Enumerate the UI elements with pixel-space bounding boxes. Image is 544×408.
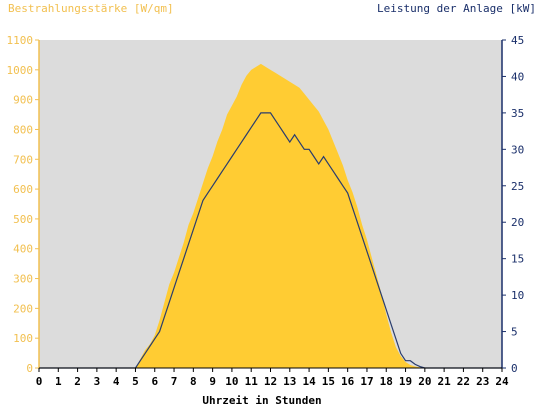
x-tick-label: 10 [225, 375, 238, 388]
y-left-tick-label: 1100 [7, 34, 34, 47]
y-left-tick-label: 0 [26, 362, 33, 375]
y-left-tick-label: 900 [13, 94, 33, 107]
y-left-tick-label: 800 [13, 123, 33, 136]
y-left-tick-label: 600 [13, 183, 33, 196]
x-tick-label: 18 [380, 375, 393, 388]
y-right-tick-label: 45 [511, 34, 524, 47]
x-tick-label: 23 [476, 375, 489, 388]
x-tick-label: 2 [74, 375, 81, 388]
power-line-group [39, 112, 502, 369]
x-tick-label: 0 [36, 375, 43, 388]
y-left-tick-label: 400 [13, 243, 33, 256]
x-tick-label: 14 [302, 375, 316, 388]
x-tick-label: 21 [438, 375, 452, 388]
x-tick-label: 13 [283, 375, 296, 388]
y-right-tick-label: 0 [511, 362, 518, 375]
y-right-tick-label: 20 [511, 216, 524, 229]
power-line [39, 112, 502, 369]
x-ticks: 0 1 2 3 4 5 6 7 8 9 10 11 12 13 14 15 16 17 18 19 20 21 22 23 24 [36, 368, 509, 388]
right-axis-title: Leistung der Anlage [kW] [377, 2, 536, 15]
x-tick-label: 15 [322, 375, 335, 388]
x-tick-label: 17 [360, 375, 373, 388]
y-left-tick-label: 200 [13, 302, 33, 315]
left-axis-title: Bestrahlungsstärke [W/qm] [8, 2, 174, 15]
x-tick-label: 20 [418, 375, 431, 388]
y-right-tick-label: 5 [511, 326, 518, 339]
y-left-tick-label: 100 [13, 332, 33, 345]
y-left-tick-label: 300 [13, 273, 33, 286]
x-tick-label: 24 [495, 375, 509, 388]
x-tick-label: 7 [171, 375, 178, 388]
y-right-tick-label: 15 [511, 253, 524, 266]
irradiance-area-group [39, 63, 502, 368]
y-left-ticks: 0 100 200 300 400 500 600 700 800 900 1000 1100 [7, 34, 39, 375]
x-tick-label: 9 [209, 375, 216, 388]
x-tick-label: 16 [341, 375, 355, 388]
x-tick-label: 5 [132, 375, 139, 388]
x-tick-label: 6 [151, 375, 158, 388]
x-tick-label: 12 [264, 375, 277, 388]
x-tick-label: 4 [113, 375, 120, 388]
y-right-ticks: 0 5 10 15 20 25 30 35 40 45 [502, 34, 524, 375]
irradiance-area [39, 63, 502, 368]
x-tick-label: 22 [457, 375, 470, 388]
x-tick-label: 11 [245, 375, 259, 388]
x-tick-label: 19 [399, 375, 412, 388]
x-tick-label: 3 [94, 375, 101, 388]
y-right-tick-label: 10 [511, 289, 524, 302]
y-left-tick-label: 1000 [7, 64, 34, 77]
x-tick-label: 1 [55, 375, 62, 388]
y-left-tick-label: 500 [13, 213, 33, 226]
y-left-tick-label: 700 [13, 153, 33, 166]
y-right-tick-label: 40 [511, 70, 524, 83]
y-right-tick-label: 25 [511, 180, 524, 193]
y-right-tick-label: 30 [511, 143, 524, 156]
y-right-tick-label: 35 [511, 107, 524, 120]
x-axis-label: Uhrzeit in Stunden [202, 394, 321, 407]
x-tick-label: 8 [190, 375, 197, 388]
